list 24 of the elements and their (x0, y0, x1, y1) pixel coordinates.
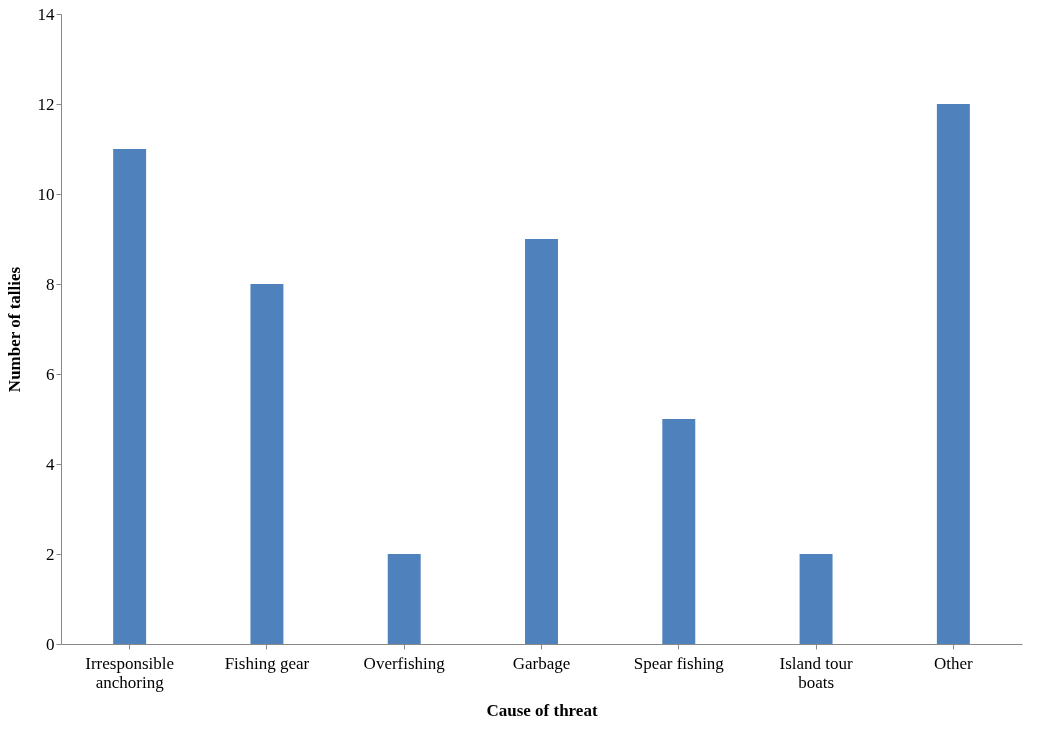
y-tick-label: 4 (46, 454, 55, 474)
y-tick-label: 8 (46, 274, 55, 294)
y-tick-label: 0 (46, 634, 55, 654)
bar (662, 419, 696, 644)
y-tick-label: 14 (37, 4, 55, 24)
y-tick-label: 10 (37, 184, 55, 204)
x-tick-label: Other (934, 653, 974, 673)
x-tick-label: Irresponsible anchoring (85, 653, 175, 692)
bar (113, 149, 147, 644)
y-tick-label: 12 (37, 94, 55, 114)
y-tick-label: 6 (46, 364, 55, 384)
bar (936, 104, 970, 644)
x-tick-label: Island tour boats (779, 653, 853, 692)
x-tick-label: Spear fishing (633, 653, 725, 673)
bar (525, 239, 558, 644)
y-tick-label: 2 (46, 544, 55, 564)
x-tick-label: Garbage (512, 653, 571, 673)
bar (387, 554, 421, 644)
bar (799, 554, 833, 644)
bar (250, 284, 284, 644)
y-axis-title: Number of tallies (4, 266, 24, 393)
x-axis-title: Cause of threat (486, 700, 598, 720)
x-tick-label: Overfishing (363, 653, 446, 673)
x-tick-label: Fishing gear (224, 653, 310, 673)
